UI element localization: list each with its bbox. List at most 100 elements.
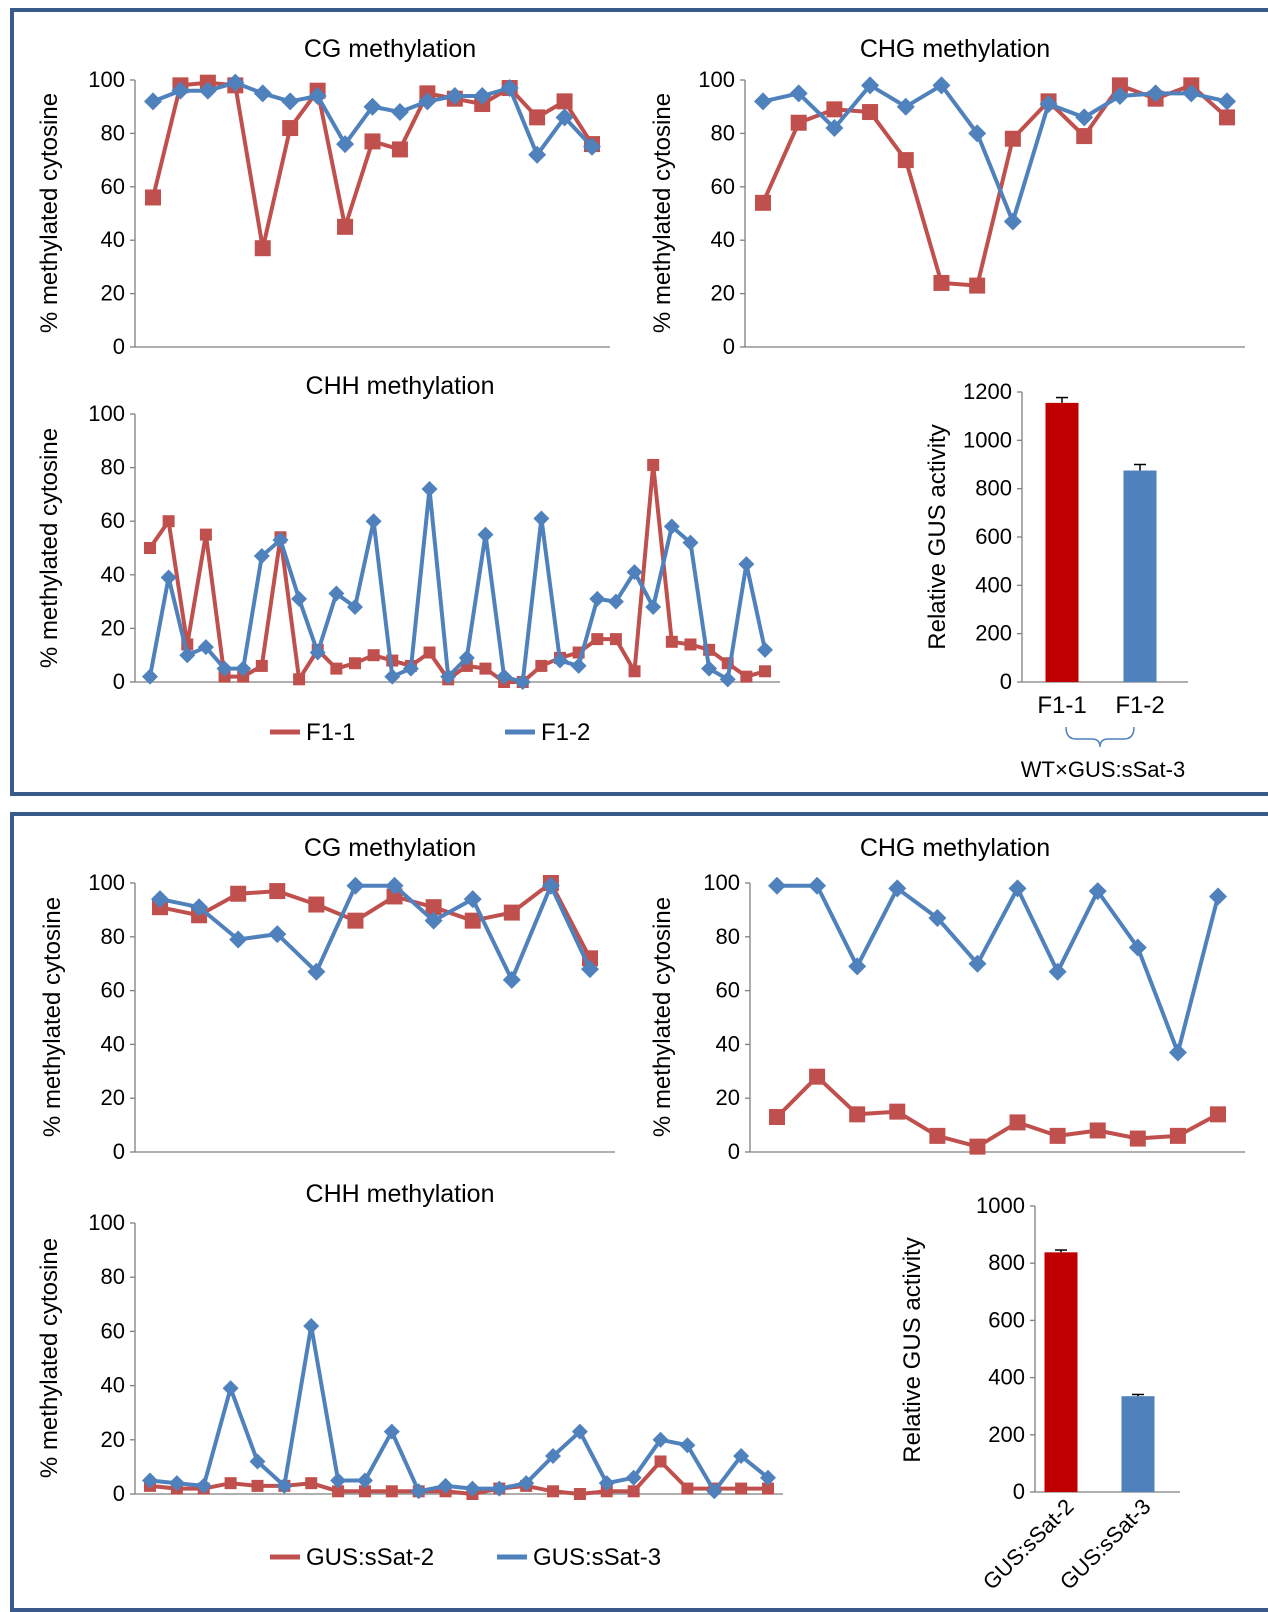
bottom-cg-y-tick-label: 60	[101, 978, 125, 1003]
bottom-chh-point	[276, 1477, 293, 1494]
bottom-cg-y-axis-label: % methylated cytosine	[39, 897, 66, 1137]
top-cg-point	[555, 108, 574, 127]
bottom-cg-point	[151, 890, 169, 909]
bottom-gus-y-tick-label: 400	[988, 1365, 1025, 1390]
top-chg-point	[1003, 212, 1022, 231]
bottom-chh-y-tick-label: 40	[101, 1373, 125, 1398]
top-chg-point	[862, 104, 879, 121]
top-chh-point	[421, 481, 438, 498]
top-chh-point	[349, 657, 361, 670]
top-chh-y-tick-label: 0	[113, 669, 125, 694]
top-cg-y-tick-label: 40	[101, 227, 125, 252]
top-chg-y-tick-label: 20	[711, 281, 735, 306]
top-chg-point	[790, 114, 807, 131]
top-cg-point	[500, 79, 519, 98]
bottom-chh-point	[222, 1380, 239, 1397]
top-cg-point	[529, 109, 546, 126]
top-chg-point	[825, 119, 844, 138]
top-cg-point	[226, 73, 245, 92]
top-chg-point	[1111, 77, 1128, 94]
top-chg-point	[1219, 109, 1235, 126]
top-chg-point	[933, 274, 950, 291]
bottom-chg-point	[769, 1109, 785, 1126]
top-chh-point	[216, 660, 233, 677]
top-chh-point	[272, 531, 289, 548]
top-cg-chart: 0 20 40 60 80 100 % methylated cytosine CG meth…	[36, 35, 610, 359]
top-chg-point	[968, 124, 987, 143]
bottom-cg-point	[385, 876, 404, 895]
top-legend-label: F1-1	[306, 719, 355, 746]
top-chh-point	[533, 510, 550, 527]
top-chh-point	[253, 548, 270, 565]
top-cg-point	[282, 120, 299, 137]
bottom-chh-point	[598, 1475, 615, 1492]
bottom-chg-point	[849, 1106, 866, 1123]
bottom-chg-point	[1169, 1127, 1186, 1144]
top-chg-point	[1146, 84, 1165, 103]
top-chg-title: CHG methylation	[860, 35, 1050, 63]
top-chh-point	[365, 513, 382, 530]
top-chh-point	[535, 659, 548, 672]
top-chh-point	[647, 458, 660, 471]
top-chh-point	[197, 639, 214, 656]
top-chh-y-tick-label: 40	[101, 562, 125, 587]
top-chh-point	[645, 598, 662, 615]
bottom-cg-y-tick-label: 40	[101, 1031, 125, 1056]
bottom-chh-point	[224, 1477, 237, 1490]
bottom-chg-chart: 0 20 40 60 80 100 % methylated cytosine CHG met…	[649, 834, 1245, 1164]
top-chg-point	[754, 92, 772, 111]
top-chh-point	[496, 668, 513, 685]
bottom-cg-chart: 0 20 40 60 80 100 % methylated cytosine CG meth…	[39, 834, 615, 1164]
bottom-chh-y-tick-label: 100	[88, 1210, 125, 1235]
bottom-chh-point	[518, 1475, 535, 1492]
bottom-chg-point	[1128, 938, 1147, 957]
bottom-chg-point	[969, 1138, 986, 1155]
bottom-cg-point	[463, 890, 482, 909]
bottom-chg-point	[809, 1068, 826, 1085]
top-chh-point	[738, 556, 755, 573]
top-chh-y-axis-label: % methylated cytosine	[36, 428, 63, 668]
bottom-cg-point	[464, 912, 481, 929]
top-chh-point	[347, 598, 363, 615]
top-chh-point	[609, 633, 622, 646]
top-cg-point	[336, 135, 355, 154]
bottom-chg-point	[928, 908, 947, 927]
bottom-chh-point	[358, 1485, 371, 1498]
bottom-cg-point	[541, 876, 560, 895]
bottom-chh-point	[332, 1485, 345, 1498]
top-chh-point	[255, 659, 268, 672]
bottom-cg-point	[269, 883, 286, 900]
top-chh-point	[291, 590, 308, 607]
top-chh-point	[237, 670, 250, 683]
bottom-gus-y-axis-label: Relative GUS activity	[899, 1237, 926, 1462]
top-cg-point	[473, 87, 492, 106]
bottom-cg-y-tick-label: 80	[101, 924, 125, 949]
bottom-chg-point	[889, 1103, 906, 1120]
top-chh-point	[328, 585, 345, 602]
bottom-chh-point	[735, 1482, 748, 1495]
bottom-chh-point	[437, 1477, 454, 1494]
top-chh-point	[477, 526, 494, 543]
top-chg-y-axis-label: % methylated cytosine	[649, 93, 676, 333]
bottom-chh-point	[410, 1483, 427, 1500]
bottom-chh-series-line-1	[149, 1324, 770, 1494]
top-cg-point	[144, 92, 162, 111]
bottom-chh-point	[573, 1488, 586, 1500]
top-chg-point	[969, 277, 986, 294]
bottom-cg-y-tick-label: 20	[101, 1085, 125, 1110]
top-chg-point	[896, 97, 915, 116]
bottom-legend: GUS:sSat-2 GUS:sSat-3	[270, 1544, 661, 1571]
top-cg-point	[390, 103, 409, 122]
top-chh-point	[309, 644, 326, 661]
bottom-chh-point	[251, 1479, 264, 1492]
top-gus-chart: 0 200 400 600 800 1000 1200 Relative GUS activi…	[924, 379, 1188, 782]
bottom-cg-point	[346, 876, 365, 895]
top-chh-point	[144, 542, 156, 554]
bottom-chh-y-tick-label: 80	[101, 1264, 125, 1289]
bottom-cg-title: CG methylation	[304, 834, 476, 862]
top-chh-y-tick-label: 60	[101, 508, 125, 533]
top-chh-point	[384, 668, 401, 685]
bottom-gus-y-tick-label: 800	[988, 1250, 1025, 1275]
top-gus-group-brace	[1065, 726, 1135, 748]
